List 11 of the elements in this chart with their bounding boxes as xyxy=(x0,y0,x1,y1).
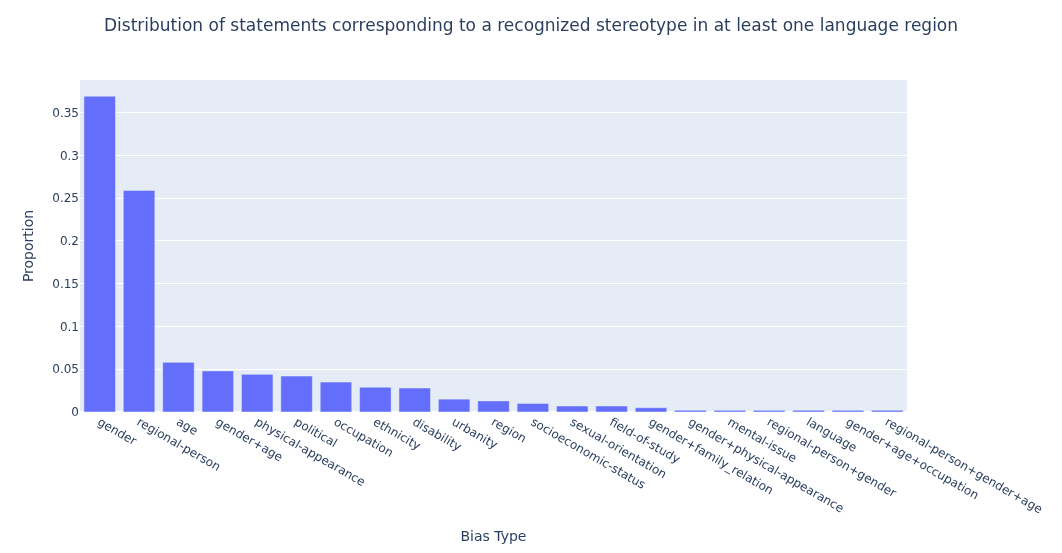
y-tick-label: 0 xyxy=(71,405,79,420)
y-tick-label: 0.2 xyxy=(59,234,79,249)
chart-title: Distribution of statements corresponding to a recognized stereotype in at least one language region xyxy=(103,15,959,36)
y-tick-label: 0.15 xyxy=(52,276,79,291)
y-tick-label: 0.25 xyxy=(52,191,79,206)
x-axis-title: Bias Type xyxy=(460,527,527,544)
y-tick-label: 0.3 xyxy=(59,148,79,163)
y-axis-title: Proportion xyxy=(19,209,36,283)
y-tick-label: 0.1 xyxy=(59,319,79,334)
y-tick-label: 0.05 xyxy=(52,362,79,377)
y-tick-label: 0.35 xyxy=(52,105,79,120)
